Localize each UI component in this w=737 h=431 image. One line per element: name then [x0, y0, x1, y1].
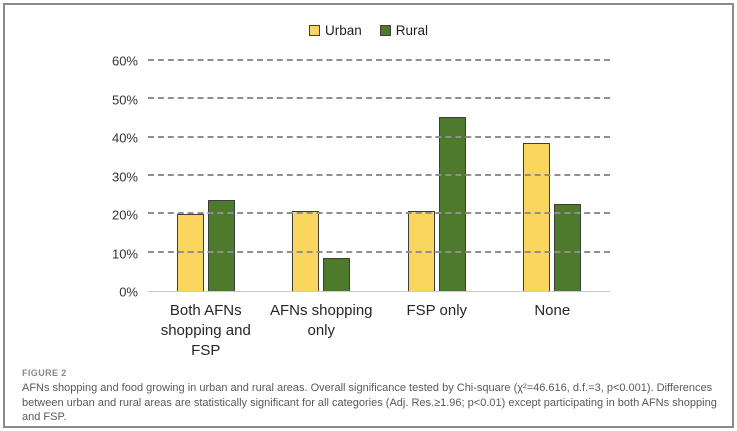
legend-swatch-icon — [379, 24, 391, 36]
x-axis-labels: Both AFNs shopping and FSP AFNs shopping … — [148, 301, 610, 361]
y-axis: 0% 10% 20% 30% 40% 50% 60% — [92, 54, 138, 300]
category-label: Both AFNs shopping and FSP — [160, 302, 251, 359]
bar-urban — [176, 214, 204, 291]
gridline — [148, 250, 610, 253]
bar-rural — [323, 257, 351, 291]
bar-pair — [523, 61, 582, 291]
category-label: AFNs shopping only — [269, 302, 373, 339]
y-tick-label: 30% — [111, 169, 138, 184]
bar-pair — [292, 61, 351, 291]
bar-rural — [554, 203, 582, 291]
y-tick-label: 60% — [111, 53, 138, 69]
bar-pair — [176, 61, 235, 291]
category-label: FSP only — [406, 302, 468, 319]
gridline — [148, 174, 610, 176]
legend-swatch-icon — [308, 24, 320, 36]
bar-rural — [207, 199, 235, 291]
bar-group — [379, 61, 495, 291]
bar-group — [495, 61, 611, 291]
legend-item-rural: Rural — [379, 22, 429, 38]
gridline — [148, 212, 610, 215]
bar-group — [264, 61, 380, 291]
y-tick-label: 40% — [111, 130, 138, 146]
figure-label: FIGURE 2 — [22, 368, 67, 378]
y-tick-label: 20% — [111, 207, 138, 223]
figure-caption: AFNs shopping and food growing in urban … — [22, 382, 717, 423]
bar-pair — [407, 61, 466, 291]
legend-item-urban: Urban — [308, 22, 362, 38]
bar-urban — [523, 142, 551, 291]
y-tick-label: 10% — [111, 246, 138, 262]
gridline — [148, 97, 610, 100]
category-label: None — [534, 302, 571, 319]
y-tick-label: 0% — [119, 284, 138, 300]
y-tick-label: 50% — [111, 92, 138, 107]
bar-rural — [438, 117, 466, 291]
gridline — [148, 135, 610, 138]
figure-frame — [3, 3, 734, 428]
chart-legend: Urban Rural — [0, 21, 737, 39]
bar-groups — [148, 61, 610, 291]
plot-area — [148, 59, 610, 292]
bar-group — [148, 61, 264, 291]
legend-label: Urban — [324, 22, 362, 38]
gridline — [148, 59, 610, 61]
legend-label: Rural — [395, 22, 429, 38]
